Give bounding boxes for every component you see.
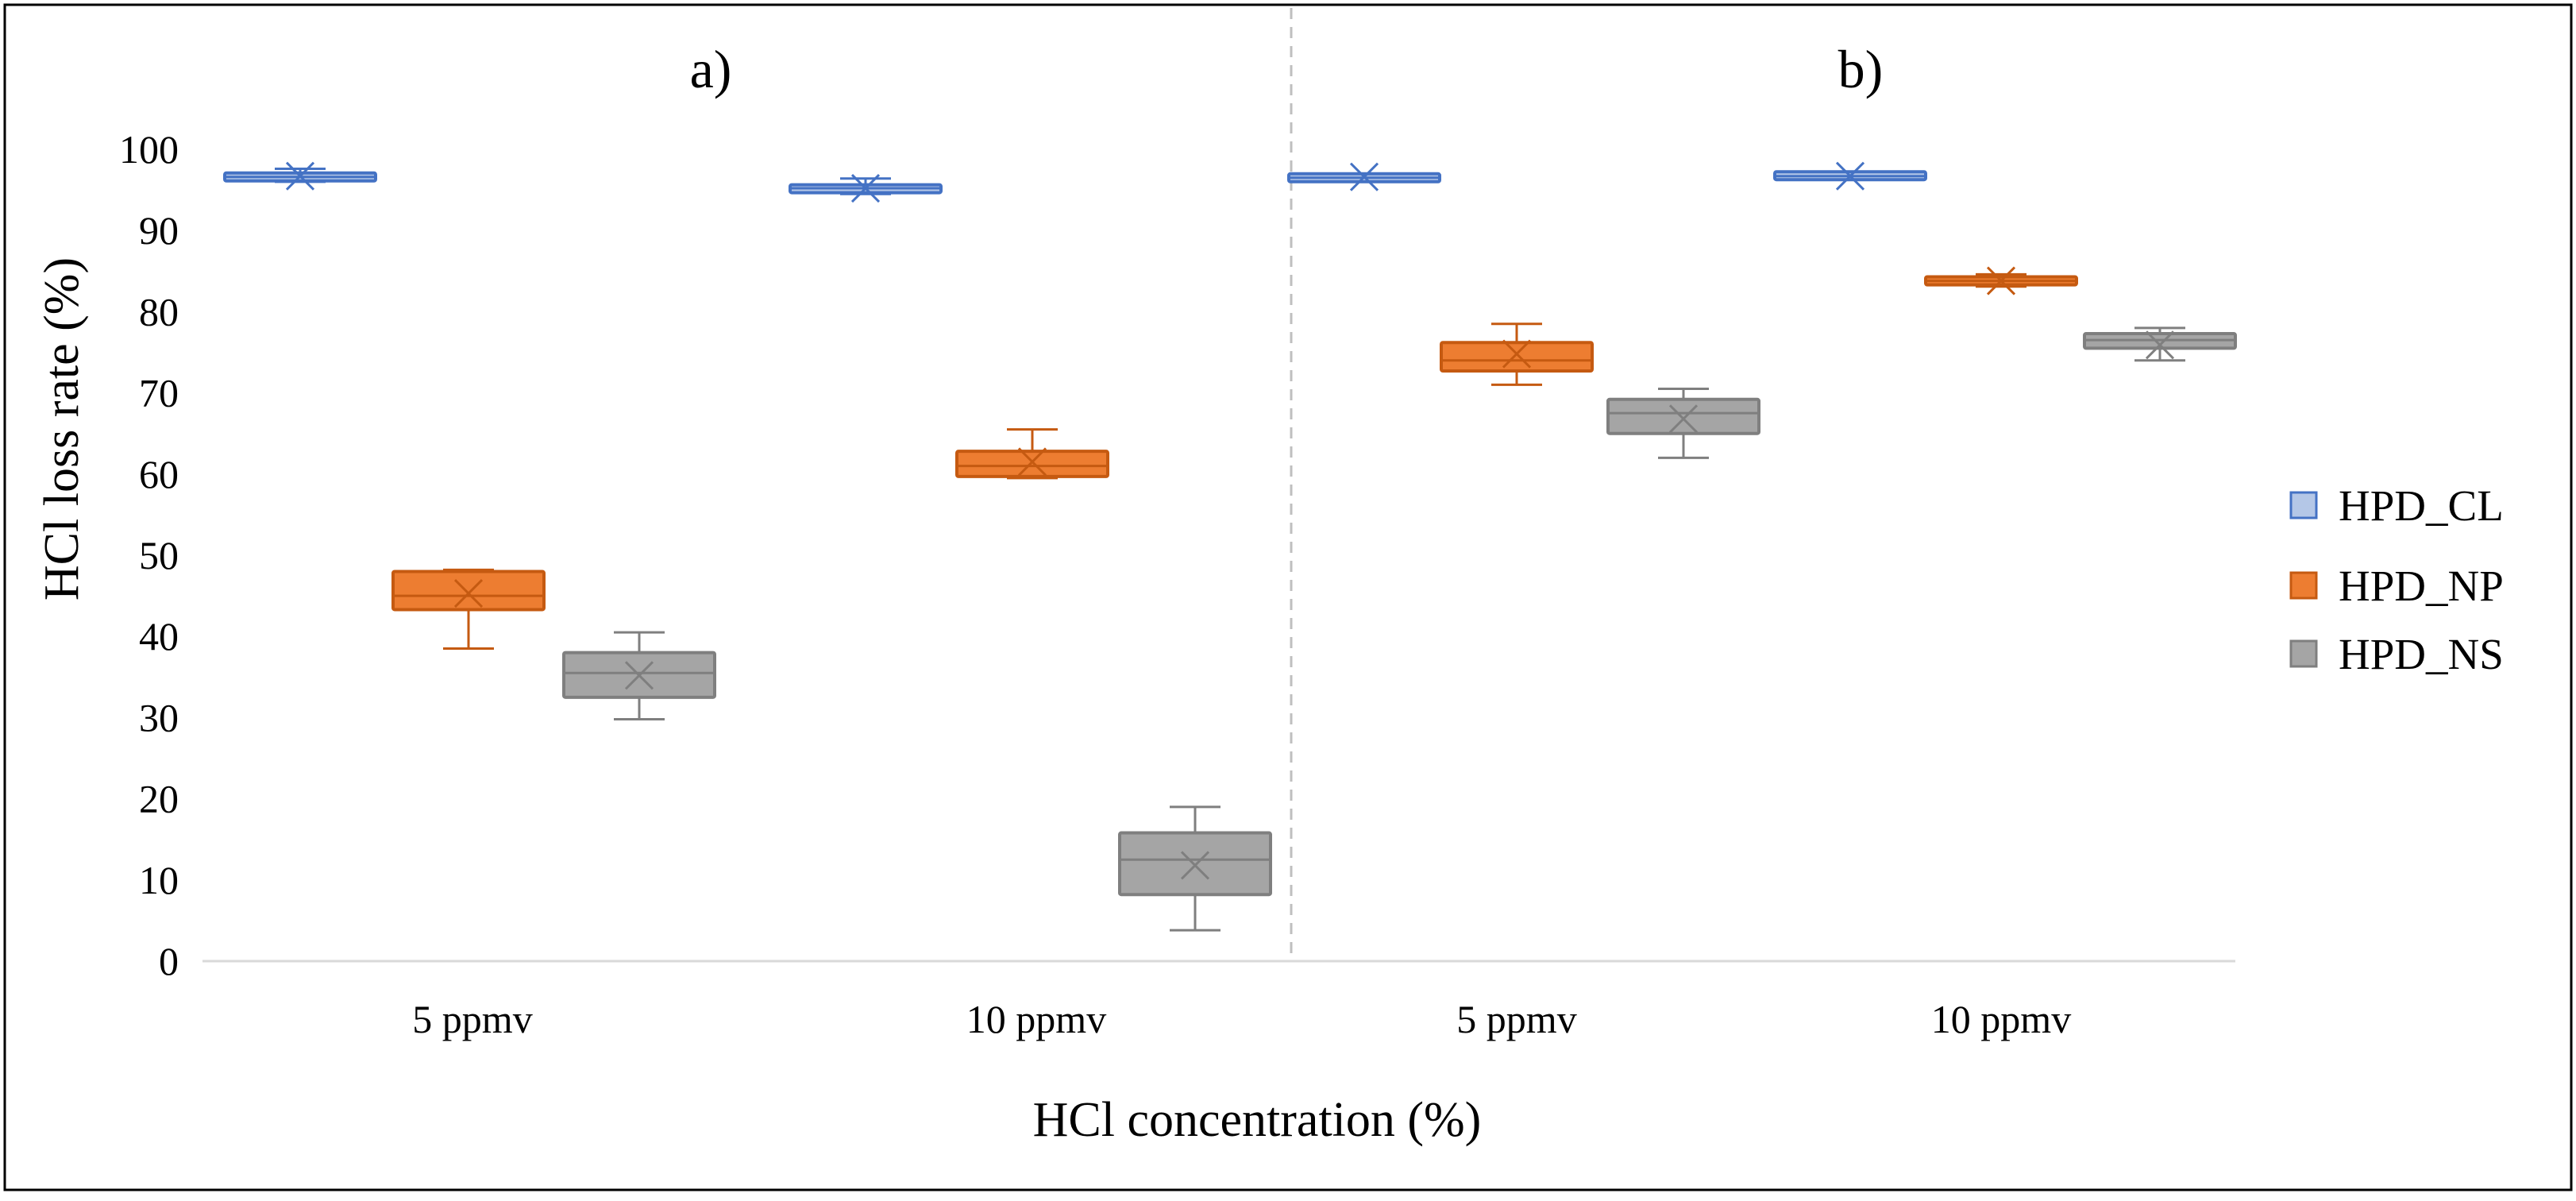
panel-a-hpd-cl-cat2-mean-marker-b	[850, 173, 881, 203]
panel-b-hpd-ns-cat2-mean-marker-b	[2145, 330, 2175, 360]
legend-label-hpd-ns: HPD_NS	[2339, 630, 2504, 678]
y-tick-label-100: 100	[119, 127, 179, 172]
panel-b-hpd-np-cat1-box	[1440, 341, 1594, 373]
panel-a-hpd-ns-cat1-mean-marker-b	[624, 661, 654, 690]
panel-a-hpd-cl-cat1-mean-marker-b	[285, 161, 315, 191]
category-label-a-5ppmv: 5 ppmv	[412, 997, 532, 1041]
y-tick-label-10: 10	[139, 858, 179, 902]
y-axis-title: HCl loss rate (%)	[35, 257, 89, 600]
panel-b-hpd-cl-cat2-mean-marker-b	[1835, 161, 1865, 191]
panel-a-hpd-ns-cat2-mean-marker-b	[1180, 851, 1210, 880]
panel-title-b: b)	[1838, 39, 1884, 99]
panel-b-hpd-np-cat1-mean-marker-b	[1502, 339, 1532, 369]
y-tick-label-20: 20	[139, 777, 179, 821]
panel-title-a: a)	[690, 39, 732, 99]
x-axis-title: HCl concentration (%)	[1033, 1093, 1482, 1147]
legend: HPD_CL HPD_NP HPD_NS	[2289, 481, 2504, 678]
legend-swatch-hpd-np	[2289, 571, 2318, 600]
panel-a-hpd-np-cat2-mean-marker-b	[1017, 447, 1047, 477]
panel-b-hpd-ns-cat1-box	[1606, 397, 1760, 435]
y-tick-label-30: 30	[139, 695, 179, 740]
y-tick-label-40: 40	[139, 614, 179, 658]
y-tick-label-50: 50	[139, 533, 179, 577]
panel-a-hpd-np-cat2-box	[955, 450, 1109, 478]
category-label-b-10ppmv: 10 ppmv	[1931, 997, 2071, 1041]
plot-area: 0 10 20 30 40 50 60 70 80 90 100	[119, 127, 2237, 983]
panel-b-hpd-cl-cat1-mean-marker-b	[1349, 162, 1379, 191]
panel-b-hpd-np-cat2-mean-marker-b	[1986, 266, 2016, 295]
category-label-a-10ppmv: 10 ppmv	[966, 997, 1106, 1041]
y-tick-label-90: 90	[139, 208, 179, 253]
legend-label-hpd-cl: HPD_CL	[2339, 481, 2504, 530]
category-label-b-5ppmv: 5 ppmv	[1456, 997, 1576, 1041]
panel-a-hpd-np-cat1-mean-marker-b	[453, 578, 484, 608]
panel-b-hpd-ns-cat1-mean-marker-b	[1668, 404, 1699, 434]
y-tick-label-70: 70	[139, 371, 179, 415]
y-tick-label-0: 0	[159, 939, 179, 983]
legend-label-hpd-np: HPD_NP	[2339, 562, 2504, 610]
figure-frame	[3, 3, 2573, 1191]
panel-a-hpd-np-cat1-box	[391, 570, 546, 612]
legend-swatch-hpd-ns	[2289, 639, 2318, 668]
legend-swatch-hpd-cl	[2289, 491, 2318, 519]
y-tick-label-60: 60	[139, 452, 179, 496]
y-tick-label-80: 80	[139, 289, 179, 334]
